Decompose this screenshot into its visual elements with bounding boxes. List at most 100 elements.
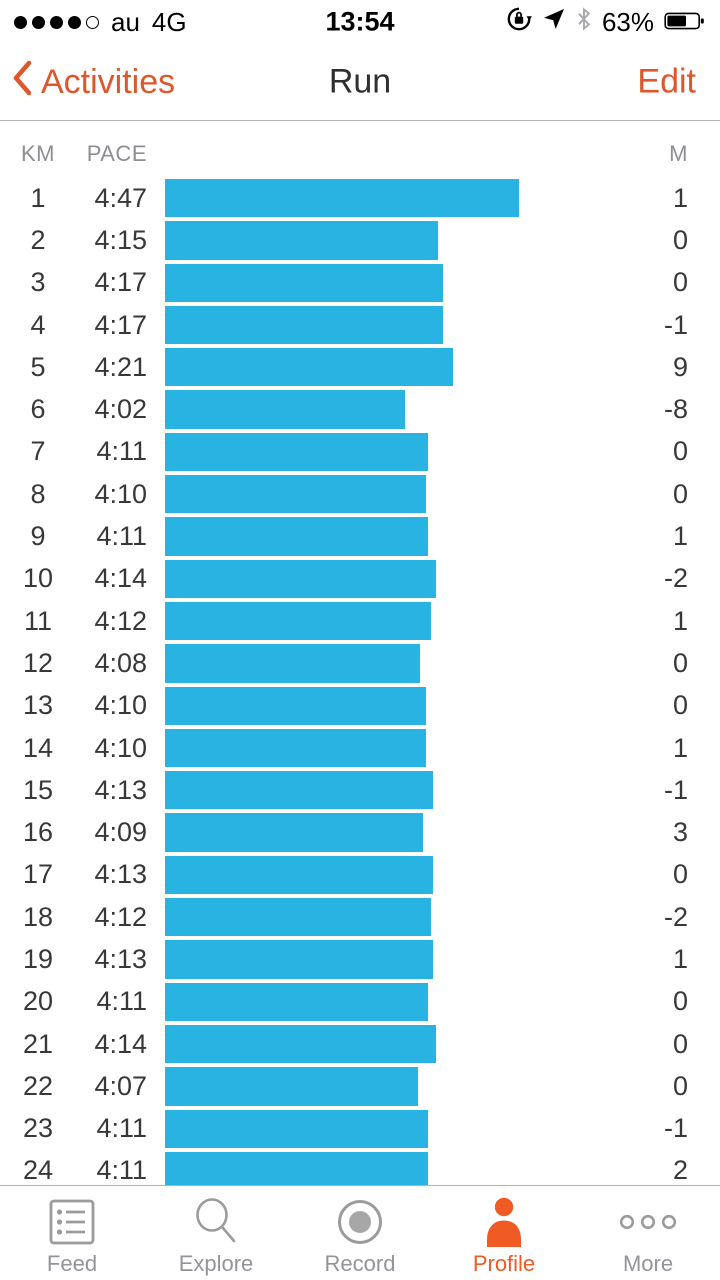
row-km-label: 20 <box>22 986 54 1017</box>
signal-strength-icon <box>14 15 99 29</box>
table-row: 16 4:09 3 <box>0 811 720 853</box>
pace-bar <box>165 813 423 852</box>
column-header-pace: PACE <box>86 141 147 166</box>
edit-button[interactable]: Edit <box>637 62 696 101</box>
row-pace-label: 4:13 <box>94 943 147 974</box>
row-elevation-label: 1 <box>672 943 688 974</box>
pace-bar <box>165 559 436 598</box>
pace-bar <box>165 771 433 810</box>
table-row: 9 4:11 1 <box>0 515 720 557</box>
pace-bar <box>165 940 433 979</box>
table-row: 6 4:02 -8 <box>0 388 720 430</box>
row-pace-label: 4:11 <box>96 436 147 467</box>
row-km-label: 1 <box>30 182 46 213</box>
pace-bar <box>165 644 420 683</box>
signal-dot <box>68 15 81 29</box>
table-row: 21 4:14 0 <box>0 1023 720 1065</box>
pace-bar <box>165 601 431 641</box>
table-row: 18 4:12 -2 <box>0 896 720 938</box>
tab-record[interactable]: Record <box>288 1186 432 1280</box>
battery-percent-label: 63% <box>601 6 654 37</box>
table-row: 14 4:10 1 <box>0 727 720 769</box>
row-elevation-label: -1 <box>663 774 688 805</box>
pace-bar <box>165 432 428 472</box>
row-pace-label: 4:14 <box>94 1028 147 1059</box>
table-row: 13 4:10 0 <box>0 685 720 727</box>
table-row: 15 4:13 -1 <box>0 769 720 811</box>
pace-bar <box>165 728 426 768</box>
location-arrow-icon <box>542 7 566 38</box>
row-elevation-label: 0 <box>672 690 688 721</box>
signal-dot <box>32 15 45 29</box>
row-pace-label: 4:11 <box>96 1155 147 1185</box>
row-pace-label: 4:09 <box>94 817 147 848</box>
tab-feed[interactable]: Feed <box>0 1186 144 1280</box>
table-row: 11 4:12 1 <box>0 600 720 642</box>
tab-profile[interactable]: Profile <box>432 1186 576 1280</box>
table-row: 10 4:14 -2 <box>0 558 720 600</box>
tab-explore[interactable]: Explore <box>144 1186 288 1280</box>
table-row: 4 4:17 -1 <box>0 304 720 346</box>
splits-table-body: 1 4:47 1 2 4:15 0 3 4:17 0 4 4:17 -1 5 4:21 9 6 4:02 -8 7 4… <box>0 177 720 1185</box>
pace-bar <box>165 221 438 260</box>
clock: 13:54 <box>325 6 395 37</box>
row-pace-label: 4:13 <box>94 859 147 890</box>
table-row: 24 4:11 2 <box>0 1150 720 1185</box>
row-pace-label: 4:10 <box>94 690 147 721</box>
pace-bar <box>165 348 453 387</box>
row-elevation-label: -8 <box>663 394 688 425</box>
row-elevation-label: 0 <box>672 436 688 467</box>
row-elevation-label: 3 <box>672 817 688 848</box>
nav-bar: Activities Run Edit <box>0 44 720 121</box>
tab-label: Record <box>324 1251 396 1276</box>
row-pace-label: 4:47 <box>94 182 147 213</box>
table-row: 1 4:47 1 <box>0 177 720 219</box>
carrier-label: au <box>111 6 140 37</box>
table-row: 17 4:13 0 <box>0 854 720 896</box>
battery-icon <box>664 7 706 38</box>
pace-bar <box>165 982 428 1021</box>
pace-bar <box>165 1024 436 1064</box>
table-row: 19 4:13 1 <box>0 938 720 980</box>
row-pace-label: 4:21 <box>94 351 147 382</box>
pace-bar <box>165 517 428 556</box>
row-km-label: 17 <box>22 859 54 890</box>
table-row: 2 4:15 0 <box>0 219 720 261</box>
tab-more[interactable]: More <box>576 1186 720 1280</box>
row-km-label: 22 <box>22 1070 54 1101</box>
row-km-label: 6 <box>30 394 46 425</box>
row-km-label: 2 <box>30 224 46 255</box>
table-row: 3 4:17 0 <box>0 262 720 304</box>
page-title: Run <box>328 62 392 101</box>
pace-bar <box>165 1151 428 1185</box>
status-bar: au 4G 13:54 <box>0 0 720 44</box>
row-pace-label: 4:12 <box>94 605 147 636</box>
person-icon <box>484 1195 524 1249</box>
battery-fill <box>667 15 686 26</box>
row-elevation-label: 1 <box>672 521 688 552</box>
row-pace-label: 4:17 <box>94 309 147 340</box>
row-km-label: 8 <box>30 478 46 509</box>
status-left: au 4G <box>14 7 187 38</box>
row-km-label: 15 <box>22 774 54 805</box>
row-km-label: 11 <box>23 605 53 636</box>
tab-label: Feed <box>46 1251 98 1276</box>
row-km-label: 13 <box>22 690 54 721</box>
pace-bar <box>165 898 431 937</box>
table-row: 23 4:11 -1 <box>0 1108 720 1150</box>
row-km-label: 21 <box>22 1028 54 1059</box>
row-pace-label: 4:15 <box>94 224 147 255</box>
row-elevation-label: 2 <box>672 1155 688 1185</box>
table-row: 12 4:08 0 <box>0 642 720 684</box>
pace-bar <box>165 1067 418 1106</box>
row-km-label: 14 <box>22 732 54 763</box>
signal-dot <box>50 15 63 29</box>
row-pace-label: 4:10 <box>94 732 147 763</box>
bluetooth-icon <box>576 6 592 38</box>
pace-bar <box>165 855 433 895</box>
back-button[interactable]: Activities <box>12 44 175 120</box>
table-row: 7 4:11 0 <box>0 431 720 473</box>
pace-bar <box>165 1109 428 1148</box>
row-pace-label: 4:07 <box>94 1070 147 1101</box>
